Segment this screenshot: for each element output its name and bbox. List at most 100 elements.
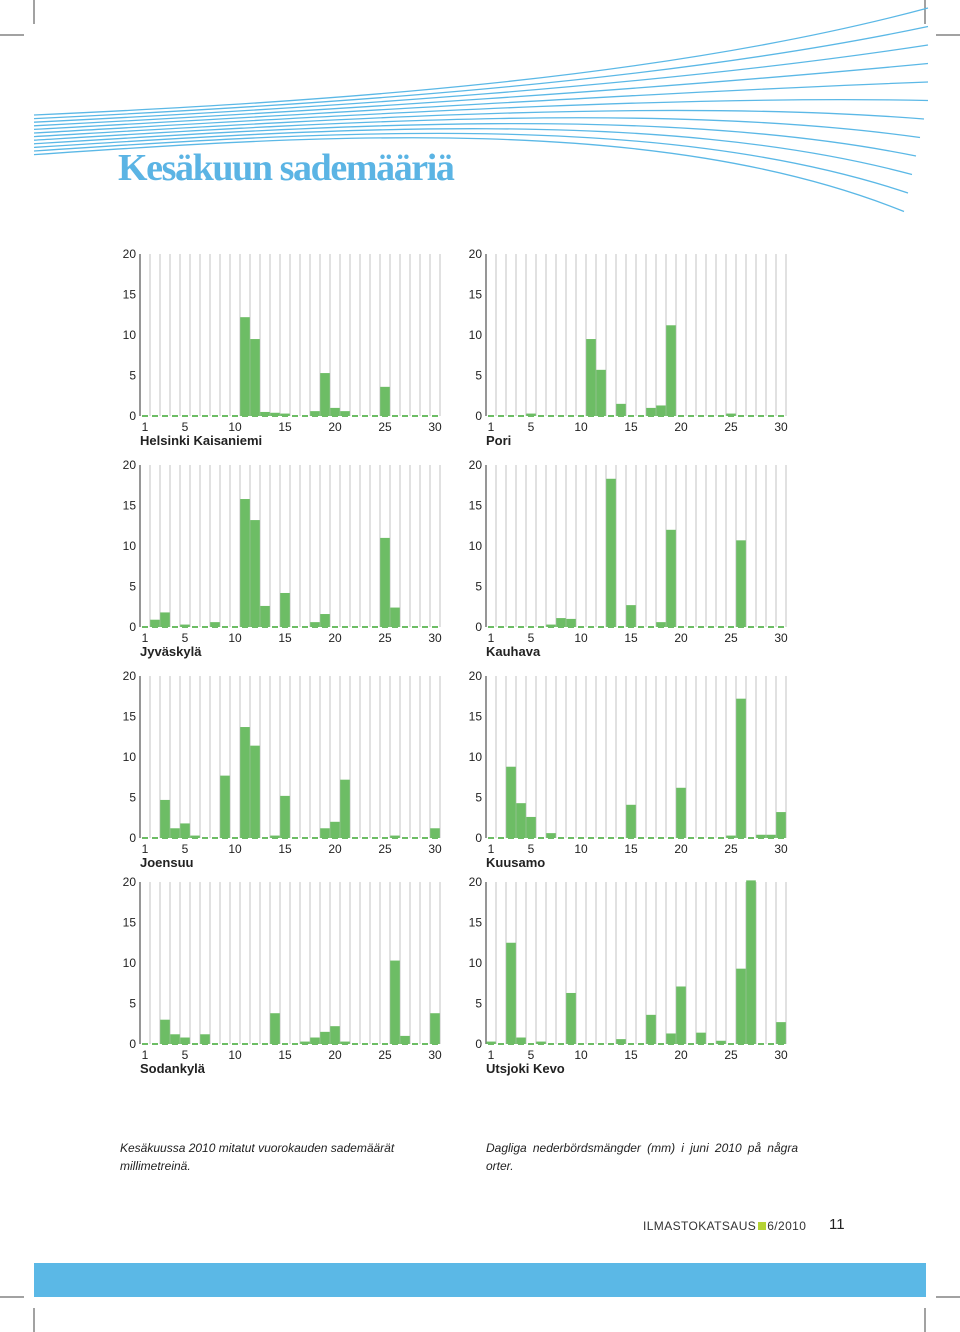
bottom-color-bar	[34, 1263, 926, 1297]
y-tick-label: 10	[469, 750, 483, 764]
x-tick-label: 5	[528, 631, 535, 645]
grid-lines	[139, 465, 441, 627]
y-tick-label: 5	[475, 791, 482, 805]
bar-day-4	[170, 1034, 180, 1044]
x-tick-label: 1	[142, 631, 149, 645]
x-tick-label: 25	[378, 1048, 392, 1062]
y-tick-label: 20	[469, 247, 483, 261]
y-tick-label: 15	[123, 916, 137, 930]
y-tick-label: 10	[123, 750, 137, 764]
y-tick-label: 0	[475, 1037, 482, 1051]
bar-day-9	[566, 992, 576, 1044]
x-tick-label: 30	[428, 631, 442, 645]
x-tick-label: 10	[228, 842, 242, 856]
x-tick-label: 10	[228, 1048, 242, 1062]
x-tick-label: 1	[488, 631, 495, 645]
x-tick-label: 1	[488, 1048, 495, 1062]
bar-day-12	[596, 369, 606, 416]
x-tick-label: 20	[328, 420, 342, 434]
x-tick-label: 20	[328, 842, 342, 856]
bar-day-25	[726, 835, 736, 838]
bar-day-30	[430, 828, 440, 838]
x-tick-label: 10	[228, 420, 242, 434]
x-tick-label: 5	[528, 842, 535, 856]
x-tick-label: 30	[774, 1048, 788, 1062]
station-name: Helsinki Kaisaniemi	[140, 433, 262, 448]
bar-day-11	[240, 499, 250, 627]
y-tick-label: 5	[129, 580, 136, 594]
x-tick-label: 5	[528, 420, 535, 434]
bar-day-14	[270, 1013, 280, 1044]
bar-day-5	[180, 624, 190, 627]
x-tick-label: 20	[674, 842, 688, 856]
bar-day-19	[320, 614, 330, 627]
x-tick-label: 10	[574, 1048, 588, 1062]
y-tick-label: 5	[129, 369, 136, 383]
caption-finnish: Kesäkuussa 2010 mitatut vuorokauden sade…	[120, 1141, 395, 1173]
bar-day-12	[250, 339, 260, 416]
bar-day-21	[340, 411, 350, 416]
bar-day-9	[566, 618, 576, 627]
y-tick-label: 20	[469, 458, 483, 472]
x-tick-label: 5	[182, 842, 189, 856]
bar-day-19	[666, 529, 676, 627]
bar-day-30	[430, 1013, 440, 1044]
bar-day-29	[766, 834, 776, 838]
bar-day-13	[260, 605, 270, 627]
y-tick-label: 5	[475, 997, 482, 1011]
y-tick-label: 10	[123, 328, 137, 342]
publication-name: ILMASTOKATSAUS	[643, 1219, 757, 1233]
bar-day-28	[756, 834, 766, 838]
station-name: Kuusamo	[486, 855, 545, 870]
x-tick-label: 25	[724, 420, 738, 434]
bars	[526, 325, 736, 416]
bar-day-5	[180, 823, 190, 838]
x-tick-label: 20	[328, 1048, 342, 1062]
bar-day-15	[280, 795, 290, 838]
y-tick-label: 0	[129, 1037, 136, 1051]
x-tick-label: 5	[182, 631, 189, 645]
issue-number: 6/2010	[767, 1219, 807, 1233]
bar-day-15	[626, 804, 636, 838]
y-tick-label: 0	[475, 831, 482, 845]
bar-day-4	[170, 828, 180, 838]
station-name: Utsjoki Kevo	[486, 1061, 565, 1076]
x-tick-label: 5	[182, 1048, 189, 1062]
x-tick-label: 25	[378, 631, 392, 645]
y-tick-label: 5	[129, 997, 136, 1011]
x-tick-label: 20	[328, 631, 342, 645]
bar-day-12	[250, 520, 260, 627]
x-tick-label: 1	[142, 420, 149, 434]
x-tick-label: 15	[624, 631, 638, 645]
bar-day-18	[656, 622, 666, 627]
x-tick-label: 1	[142, 842, 149, 856]
y-tick-label: 10	[123, 539, 137, 553]
bar-day-26	[736, 968, 746, 1044]
accent-square-icon	[758, 1222, 767, 1230]
y-tick-label: 20	[123, 669, 137, 683]
bar-day-27	[400, 1035, 410, 1044]
x-tick-label: 25	[378, 420, 392, 434]
y-tick-label: 20	[469, 875, 483, 889]
bar-day-12	[250, 745, 260, 838]
bar-day-21	[340, 1041, 350, 1044]
x-tick-label: 1	[488, 420, 495, 434]
bars	[546, 478, 746, 627]
grid-lines	[485, 676, 787, 838]
bar-day-1	[486, 1041, 496, 1044]
bar-day-7	[200, 1034, 210, 1044]
bar-day-3	[160, 1019, 170, 1044]
bar-day-20	[330, 407, 340, 416]
bar-day-6	[536, 1041, 546, 1044]
x-tick-label: 15	[278, 842, 292, 856]
bar-day-3	[506, 766, 516, 838]
bar-day-7	[546, 624, 556, 627]
bar-day-26	[390, 607, 400, 627]
x-tick-label: 10	[574, 420, 588, 434]
bar-day-6	[190, 835, 200, 838]
bar-day-26	[736, 540, 746, 627]
bar-day-4	[516, 803, 526, 838]
